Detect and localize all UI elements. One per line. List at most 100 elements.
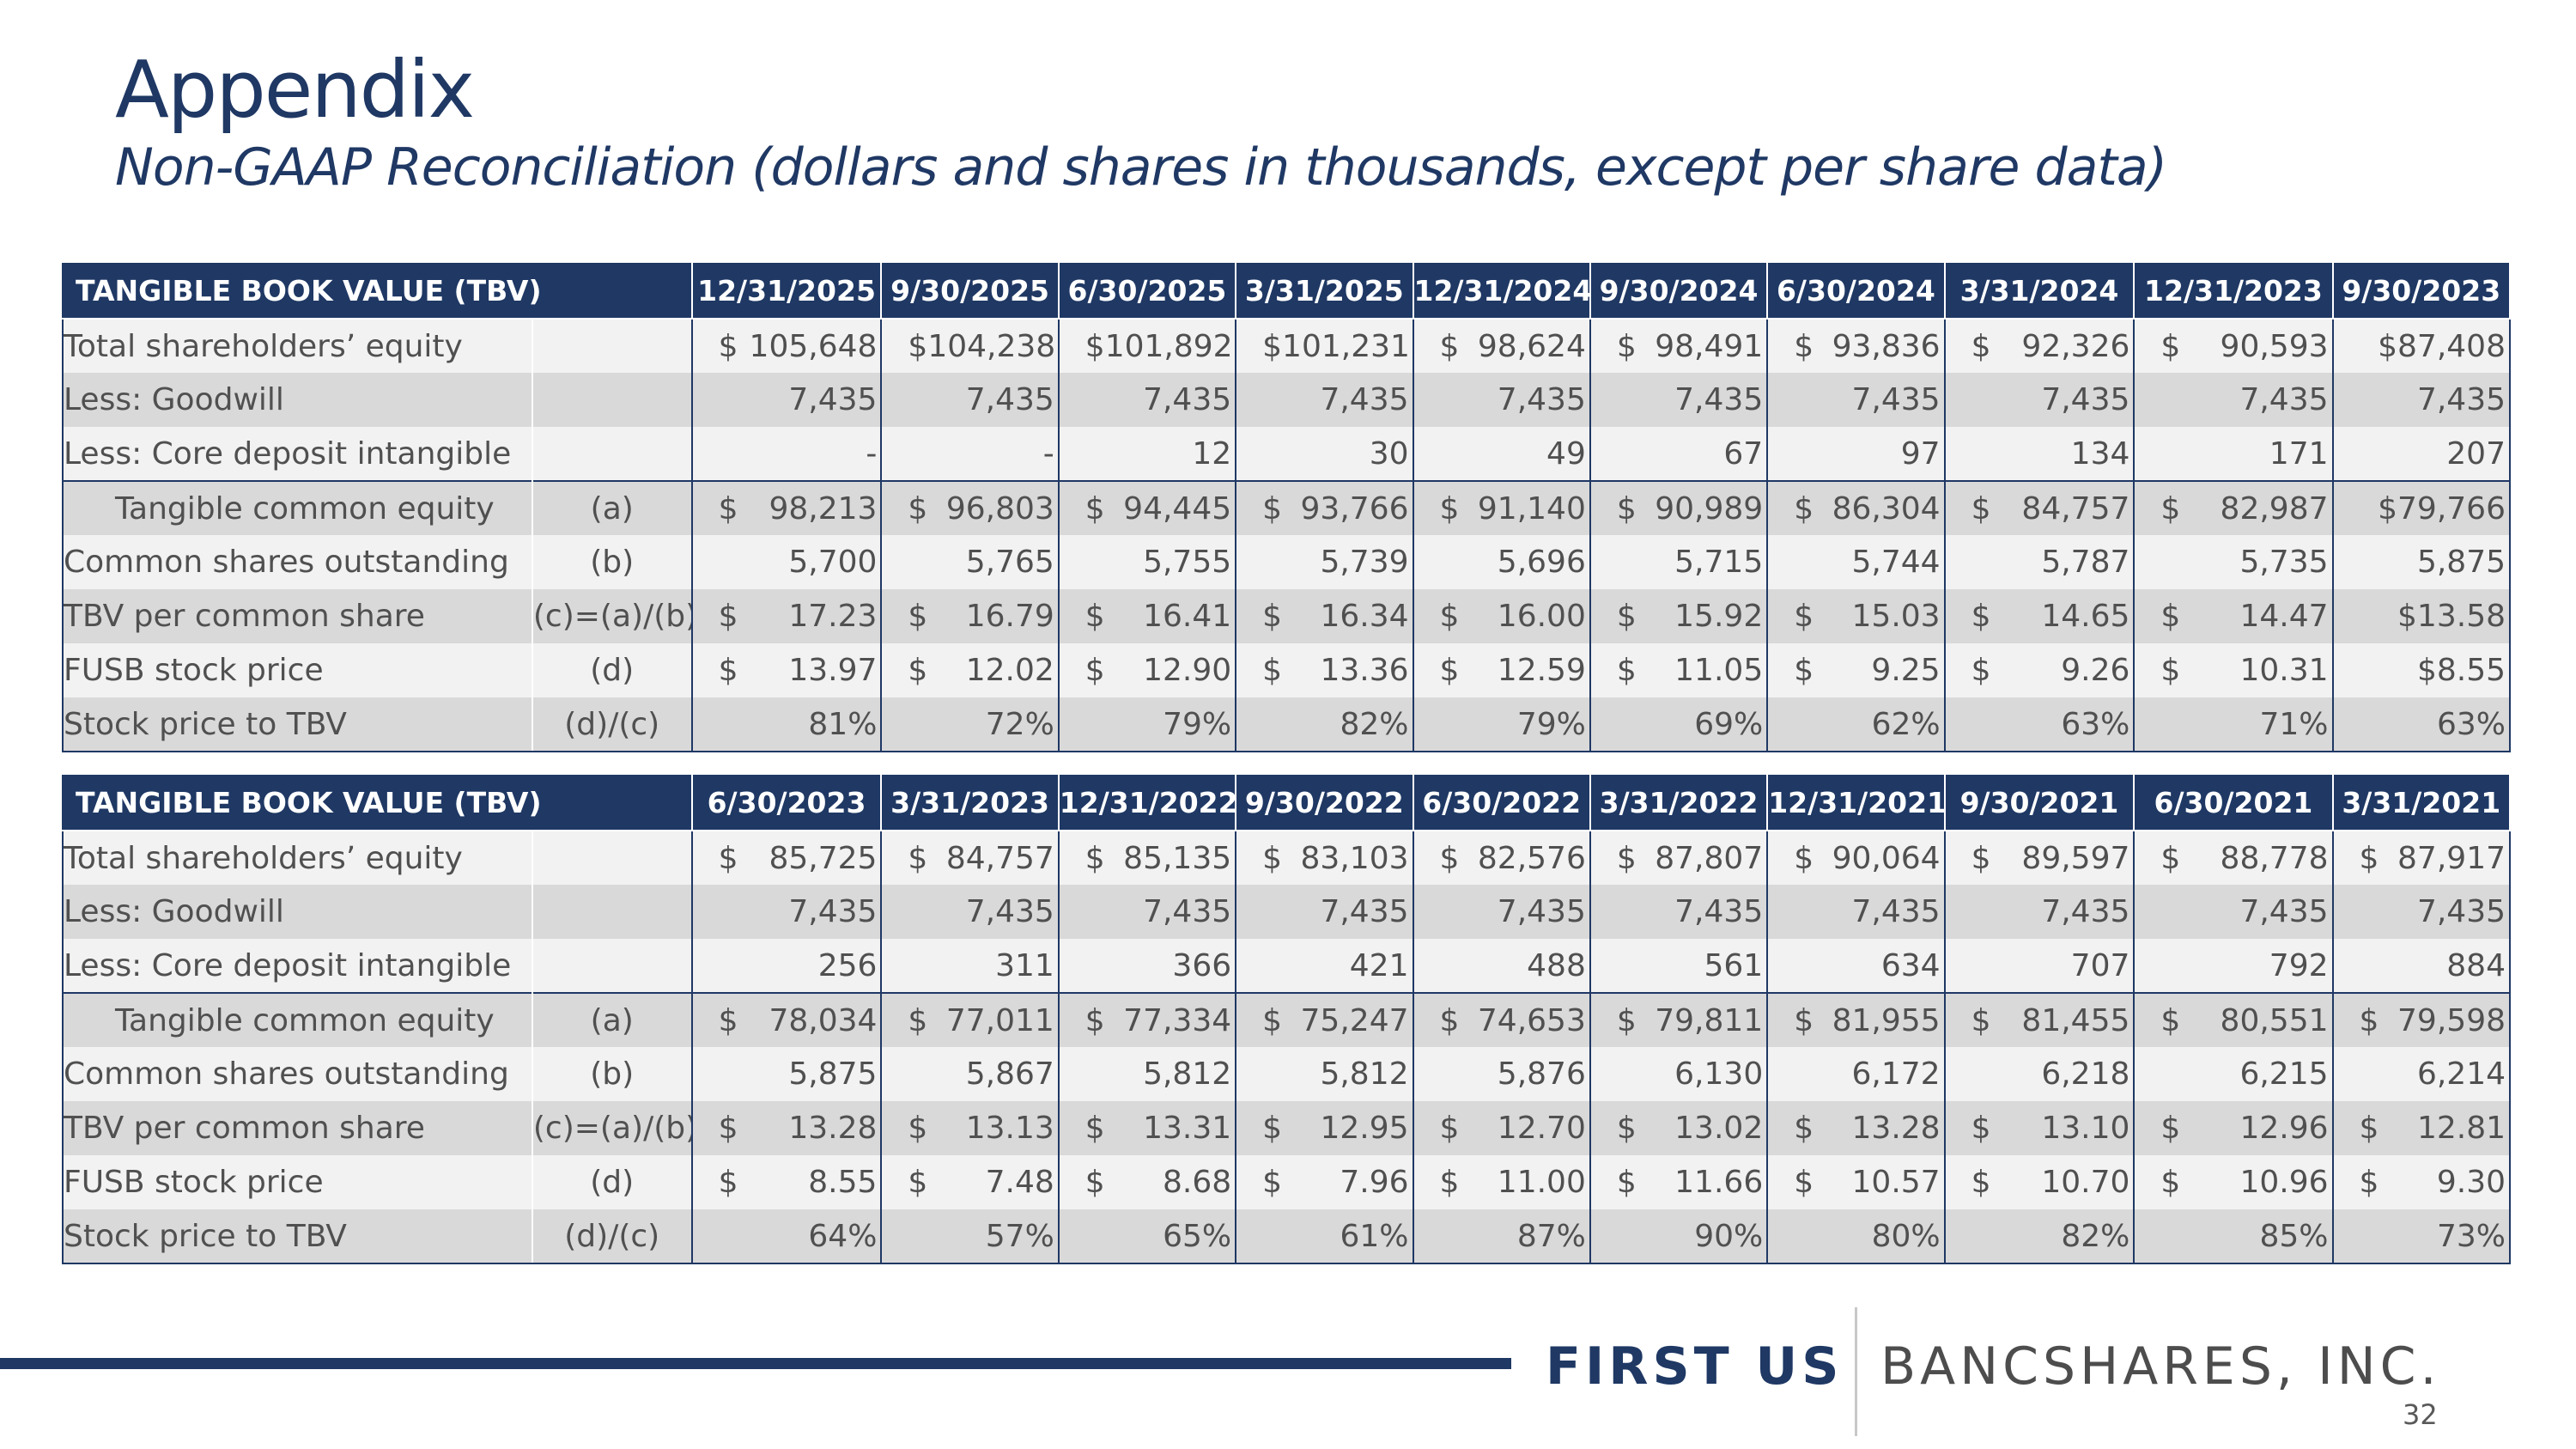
- value-cell-content: 61%: [1236, 1219, 1411, 1254]
- currency-symbol: $: [1262, 840, 1283, 876]
- value-cell-content: 82%: [1236, 707, 1411, 742]
- cell-value: 82,576: [1477, 840, 1586, 876]
- value-cell-content: 82%: [1946, 1219, 2133, 1254]
- row-label: Stock price to TBV: [62, 1209, 532, 1264]
- value-cell-content: 79%: [1414, 707, 1589, 742]
- cell-value: 93,766: [1300, 490, 1409, 527]
- value-cell: 7,435: [2134, 373, 2334, 427]
- cell-value: 98,213: [769, 490, 878, 527]
- value-cell: 5,744: [1767, 535, 1946, 589]
- value-cell-content: 5,812: [1060, 1056, 1234, 1092]
- cell-value: 6,218: [2041, 1056, 2130, 1092]
- table-header-label: TANGIBLE BOOK VALUE (TBV): [62, 773, 693, 831]
- currency-symbol: $: [2160, 1002, 2181, 1038]
- column-date-header: 3/31/2024: [1943, 261, 2136, 320]
- cell-value: 7,435: [1497, 382, 1586, 417]
- cell-value: 707: [2070, 947, 2130, 983]
- row-reference: [531, 373, 693, 427]
- value-cell: 421: [1236, 939, 1414, 993]
- cell-value: 7,435: [2416, 894, 2506, 929]
- value-cell-content: 79%: [1060, 706, 1234, 742]
- cell-value: 366: [1172, 947, 1232, 983]
- logo-first-us: FIRST US: [1546, 1336, 1844, 1397]
- value-cell: 5,735: [2134, 535, 2334, 589]
- value-cell: 7,435: [1767, 373, 1946, 427]
- cell-value: 561: [1704, 947, 1764, 983]
- cell-value: 6,130: [1674, 1056, 1764, 1092]
- cell-value: 5,812: [1320, 1056, 1409, 1092]
- cell-value: 5,812: [1143, 1056, 1232, 1092]
- value-cell-content: $12.70: [1414, 1111, 1589, 1146]
- cell-value: 11.00: [1497, 1165, 1586, 1200]
- column-date-header: 9/30/2021: [1943, 773, 2136, 831]
- value-cell-content: 5,735: [2135, 545, 2330, 580]
- row-reference: [531, 427, 693, 481]
- tbv-table-recent: TANGIBLE BOOK VALUE (TBV) 12/31/2025 9/30/…: [62, 261, 2512, 752]
- column-date-header: 12/31/2021: [1766, 773, 1946, 831]
- cell-value: 84,757: [2021, 490, 2130, 527]
- value-cell-content: 6,215: [2135, 1056, 2330, 1092]
- value-cell: 7,435: [1236, 373, 1414, 427]
- cell-value: 16.00: [1497, 599, 1586, 634]
- cell-value: 104,238: [927, 328, 1056, 364]
- currency-symbol: $: [1616, 840, 1637, 876]
- cell-value: 5,876: [1497, 1056, 1586, 1092]
- value-cell: $12.95: [1236, 1101, 1414, 1155]
- value-cell-content: $9.25: [1768, 653, 1942, 688]
- value-cell: 72%: [881, 697, 1060, 752]
- value-cell: $12.70: [1413, 1101, 1591, 1155]
- value-cell: $81,955: [1767, 992, 1946, 1047]
- value-cell: 5,739: [1236, 535, 1414, 589]
- cell-value: 13.28: [1851, 1111, 1941, 1146]
- value-cell-content: 57%: [882, 1219, 1056, 1254]
- column-date-header: 3/31/2022: [1589, 773, 1769, 831]
- value-cell-content: $11.05: [1591, 653, 1765, 688]
- value-cell-content: 366: [1060, 947, 1234, 983]
- currency-symbol: $: [1794, 490, 1814, 527]
- cell-value: 74,653: [1477, 1002, 1586, 1038]
- value-cell: 12: [1058, 427, 1237, 481]
- value-cell-content: 6,130: [1591, 1056, 1765, 1092]
- value-cell-content: 634: [1768, 948, 1942, 983]
- cell-value: 7,435: [2239, 382, 2329, 417]
- value-cell-content: 792: [2135, 947, 2330, 983]
- value-cell: $83,103: [1236, 831, 1414, 885]
- cell-value: 792: [2269, 947, 2329, 983]
- value-cell: 366: [1058, 939, 1237, 993]
- cell-value: 14.47: [2239, 599, 2329, 634]
- currency-symbol: $: [1084, 328, 1105, 364]
- value-cell-content: $90,989: [1591, 491, 1765, 527]
- value-cell-content: $92,326: [1946, 329, 2133, 364]
- value-cell: 7,435: [1944, 373, 2136, 427]
- currency-symbol: $: [1616, 1165, 1637, 1200]
- currency-symbol: $: [1439, 328, 1460, 364]
- value-cell-content: $9.26: [1946, 653, 2133, 688]
- table-row: Stock price to TBV (d)/(c) 64% 57% 65% 61% 87%…: [62, 1209, 2512, 1264]
- table-row: TBV per common share (c)=(a)/(b) $13.28 $13…: [62, 1101, 2512, 1155]
- cell-value: 884: [2446, 947, 2506, 983]
- cell-value: 80%: [1871, 1218, 1941, 1254]
- cell-value: 79%: [1163, 706, 1232, 742]
- table-header-row: TANGIBLE BOOK VALUE (TBV) 12/31/2025 9/30/…: [62, 261, 2512, 320]
- tbv-table-prior: TANGIBLE BOOK VALUE (TBV) 6/30/2023 3/31/2…: [62, 773, 2512, 1264]
- value-cell: $16.34: [1236, 589, 1414, 643]
- cell-value: 12.81: [2416, 1111, 2506, 1146]
- currency-symbol: $: [908, 1002, 928, 1038]
- cell-value: 67: [1723, 435, 1764, 472]
- value-cell-content: 7,435: [2334, 894, 2508, 929]
- value-cell-content: $12.81: [2334, 1111, 2508, 1146]
- row-label: Common shares outstanding: [62, 535, 532, 589]
- value-cell-content: $13.10: [1946, 1111, 2133, 1146]
- row-label: Tangible common equity: [62, 992, 532, 1047]
- value-cell: 85%: [2134, 1209, 2334, 1264]
- value-cell: 5,755: [1058, 535, 1237, 589]
- cell-value: 12.95: [1320, 1111, 1409, 1146]
- column-date-header: 6/30/2021: [2133, 773, 2334, 831]
- value-cell-content: $9.30: [2334, 1165, 2508, 1200]
- value-cell: $87,408: [2332, 319, 2512, 373]
- value-cell-content: 5,739: [1236, 545, 1411, 580]
- currency-symbol: $: [1439, 599, 1460, 634]
- cell-value: 13.97: [788, 653, 878, 688]
- cell-value: 77,011: [945, 1002, 1054, 1038]
- value-cell: 561: [1589, 939, 1769, 993]
